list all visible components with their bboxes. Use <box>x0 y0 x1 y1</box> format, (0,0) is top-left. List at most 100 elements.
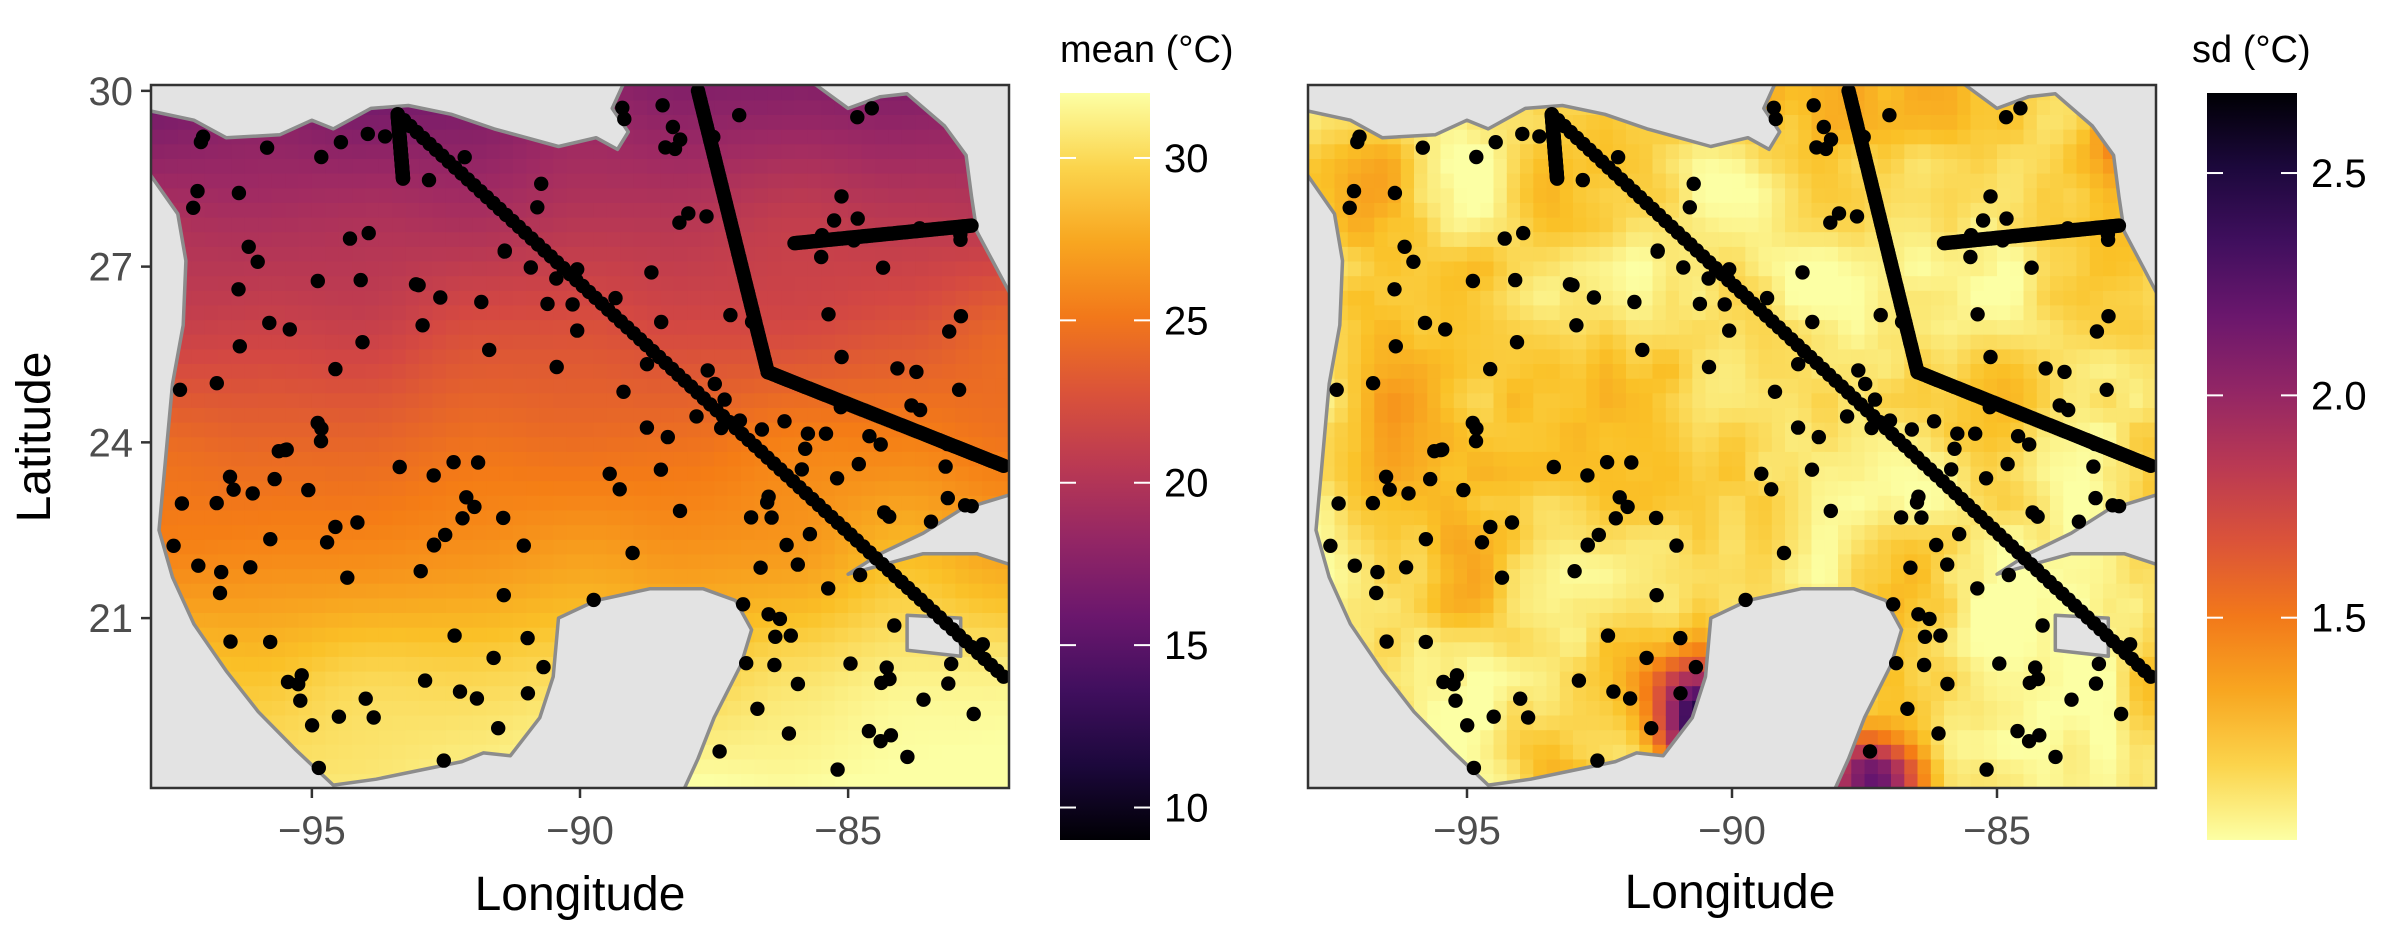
observation-point <box>843 656 858 671</box>
observation-point <box>311 760 326 776</box>
observation-point <box>474 294 489 310</box>
observation-point <box>1903 560 1918 575</box>
observation-point <box>2143 458 2156 473</box>
observation-point <box>639 357 655 372</box>
colorbar-ticks: 1.5 2.0 2.5 <box>2207 152 2367 641</box>
observation-point <box>975 637 990 652</box>
observation-point <box>1608 511 1624 526</box>
observation-point <box>639 420 655 435</box>
observation-point <box>1893 510 1909 525</box>
observation-point <box>1931 726 1946 741</box>
observation-point <box>1418 634 1434 650</box>
observation-point <box>467 499 482 515</box>
observation-point <box>436 753 451 768</box>
observation-point <box>1433 442 1448 458</box>
observation-point <box>250 254 265 269</box>
colorbar-tick-label: 1.5 <box>2311 597 2367 641</box>
observation-point <box>909 364 924 380</box>
observation-point <box>1342 200 1357 215</box>
x-axis-title: Longitude <box>1625 866 1836 919</box>
colorbar-tick-label: 2.5 <box>2311 152 2367 196</box>
observation-point <box>940 490 955 506</box>
observation-point <box>1456 482 1471 498</box>
observation-point <box>1468 434 1484 449</box>
observation-point <box>1600 628 1616 643</box>
observation-point <box>938 459 953 474</box>
observation-point <box>1929 537 1944 553</box>
observation-point <box>570 262 585 277</box>
observation-point <box>1365 376 1381 391</box>
observation-point <box>549 271 564 286</box>
observation-point <box>625 545 640 561</box>
observation-point <box>1575 172 1591 188</box>
observation-point <box>415 318 430 333</box>
observation-point <box>1624 455 1639 470</box>
x-axis-title: Longitude <box>475 868 686 921</box>
observation-point <box>455 511 470 526</box>
observation-point <box>658 140 673 155</box>
observation-point <box>540 296 555 312</box>
observation-point <box>1417 315 1433 331</box>
observation-point <box>1460 718 1475 733</box>
observation-point <box>1546 459 1562 475</box>
observation-point <box>1805 314 1820 330</box>
observation-point <box>830 762 845 777</box>
observation-point <box>732 108 747 123</box>
observation-point <box>846 233 861 248</box>
observation-point <box>1415 140 1431 155</box>
observation-point <box>850 211 865 226</box>
observation-point <box>1882 108 1897 123</box>
observation-point <box>821 581 836 596</box>
observation-point <box>172 382 188 397</box>
observation-point <box>2143 669 2156 684</box>
observation-point <box>1610 150 1626 165</box>
observation-point <box>1466 760 1482 776</box>
colorbar <box>2207 93 2297 840</box>
observation-point <box>767 657 782 673</box>
observation-point <box>223 634 238 649</box>
observation-point <box>1944 462 1959 477</box>
observation-point <box>536 659 551 675</box>
observation-point <box>1764 482 1779 497</box>
observation-point <box>750 701 765 716</box>
observation-point <box>459 490 474 505</box>
observation-point <box>798 441 813 456</box>
observation-point <box>1365 495 1381 511</box>
observation-point <box>2111 218 2127 233</box>
observation-point <box>951 382 967 397</box>
observation-point <box>310 273 325 289</box>
observation-point <box>1382 482 1397 497</box>
observation-point <box>486 650 501 666</box>
observation-point <box>1418 532 1434 547</box>
y-tick-label: 24 <box>89 421 134 465</box>
observation-point <box>1508 272 1523 288</box>
observation-point <box>1515 126 1530 142</box>
y-tick-label: 27 <box>89 246 134 290</box>
observation-point <box>814 228 830 243</box>
observation-point <box>1673 686 1688 701</box>
observation-point <box>2060 221 2075 236</box>
observation-point <box>966 706 981 722</box>
observation-point <box>417 673 433 688</box>
observation-point <box>426 537 442 552</box>
observation-point <box>879 660 894 675</box>
observation-point <box>1649 588 1664 603</box>
observation-point <box>753 560 768 575</box>
observation-point <box>1998 110 2014 125</box>
observation-point <box>790 676 806 692</box>
observation-point <box>672 215 687 230</box>
observation-point <box>873 437 888 452</box>
observation-point <box>850 110 865 125</box>
observation-point <box>1590 753 1605 768</box>
observation-point <box>1950 426 1965 441</box>
observation-point <box>2061 402 2076 418</box>
observation-point <box>2024 260 2039 275</box>
observation-point <box>1809 140 1824 155</box>
observation-point <box>1387 185 1403 201</box>
observation-point <box>1856 129 1871 145</box>
observation-point <box>1644 721 1659 736</box>
observation-point <box>890 361 905 376</box>
observation-point <box>1474 535 1490 550</box>
observation-point <box>226 482 241 497</box>
observation-point <box>331 709 347 724</box>
